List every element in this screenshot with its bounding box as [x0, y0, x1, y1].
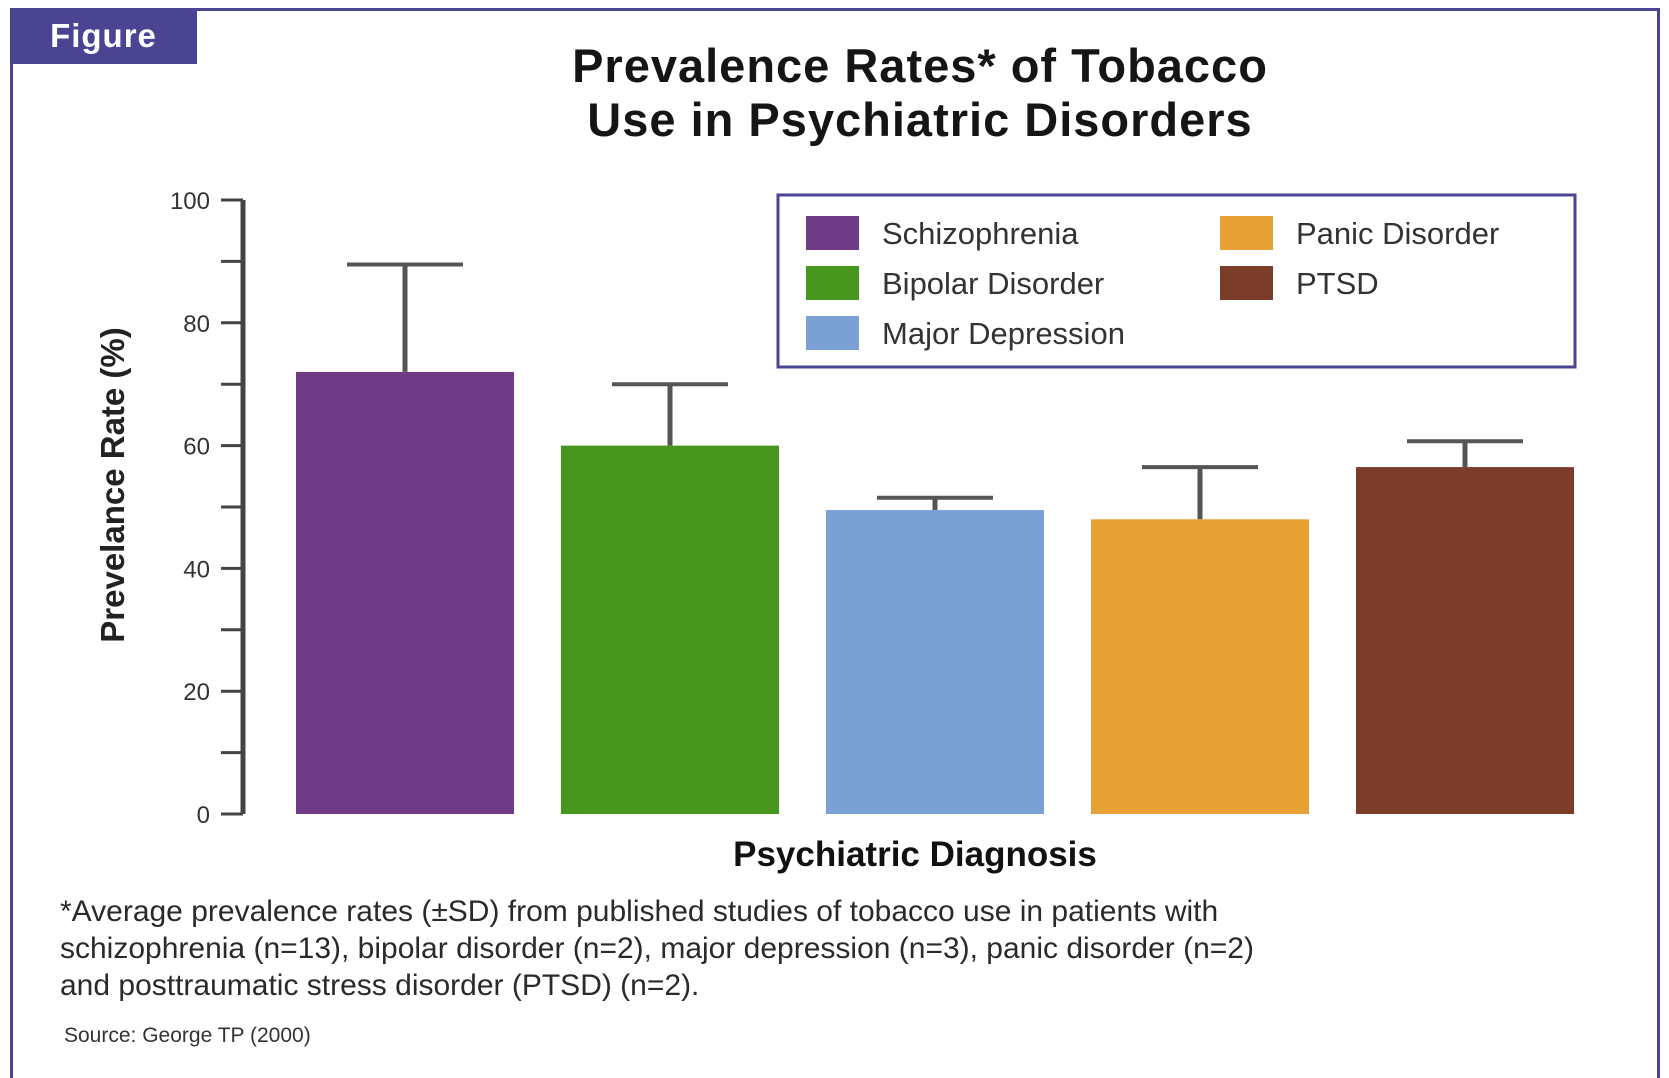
chart-title-line-1: Prevalence Rates* of Tobacco: [572, 39, 1268, 92]
legend-box: [776, 193, 1577, 369]
figure-frame: [10, 8, 1660, 1078]
bar-ptsd: [1356, 467, 1574, 814]
footnote-line: *Average prevalence rates (±SD) from pub…: [60, 895, 1219, 928]
y-tick-label: 60: [183, 434, 210, 461]
y-tick-label: 20: [183, 679, 210, 706]
legend-label: Schizophrenia: [882, 216, 1079, 251]
legend-swatch: [806, 266, 859, 300]
legend-swatch: [1220, 266, 1273, 300]
bar-panic-disorder: [1091, 519, 1309, 814]
bar-major-depression: [826, 510, 1044, 814]
figure-label: Figure: [10, 8, 197, 64]
bar-bipolar-disorder: [561, 445, 779, 814]
legend-swatch: [806, 216, 859, 250]
y-axis-label: Prevelance Rate (%): [94, 327, 131, 642]
y-tick-label: 40: [183, 556, 210, 583]
footnote-line: and posttraumatic stress disorder (PTSD)…: [60, 969, 700, 1002]
legend-label: Major Depression: [882, 316, 1125, 351]
legend-label: PTSD: [1296, 266, 1379, 301]
y-tick-label: 100: [170, 188, 210, 215]
legend-label: Panic Disorder: [1296, 216, 1499, 251]
legend-swatch: [1220, 216, 1273, 250]
y-tick-label: 80: [183, 311, 210, 338]
x-axis-label: Psychiatric Diagnosis: [733, 835, 1097, 874]
bar-schizophrenia: [296, 371, 514, 814]
footnote-line: schizophrenia (n=13), bipolar disorder (…: [60, 932, 1254, 965]
footnote: *Average prevalence rates (±SD) from pub…: [60, 893, 1650, 1004]
chart-title-line-2: Use in Psychiatric Disorders: [587, 93, 1253, 146]
source-note: Source: George TP (2000): [64, 1024, 311, 1047]
legend-label: Bipolar Disorder: [882, 266, 1104, 301]
bar-chart: 0 20 40 60 80 100 Prevelance Rate (%) Psychiatr…: [94, 188, 1577, 874]
y-tick-label: 0: [197, 802, 210, 829]
legend-swatch: [806, 316, 859, 350]
